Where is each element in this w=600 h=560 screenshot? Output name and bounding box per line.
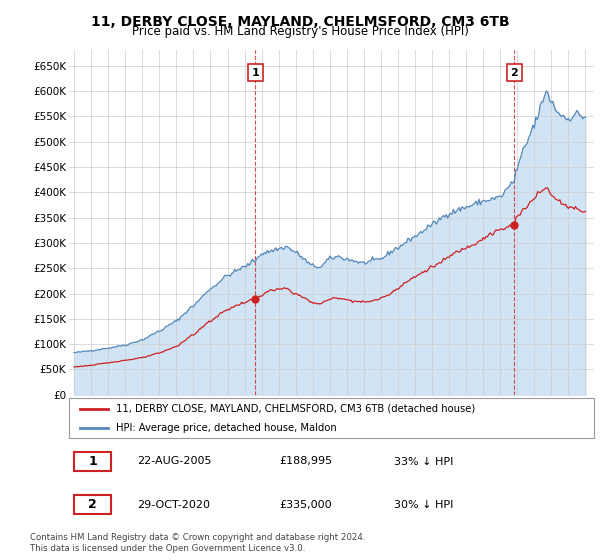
- Text: 11, DERBY CLOSE, MAYLAND, CHELMSFORD, CM3 6TB (detached house): 11, DERBY CLOSE, MAYLAND, CHELMSFORD, CM…: [116, 404, 476, 414]
- FancyBboxPatch shape: [74, 452, 111, 471]
- Text: Price paid vs. HM Land Registry's House Price Index (HPI): Price paid vs. HM Land Registry's House …: [131, 25, 469, 38]
- Text: 30% ↓ HPI: 30% ↓ HPI: [395, 500, 454, 510]
- Text: 22-AUG-2005: 22-AUG-2005: [137, 456, 212, 466]
- Text: 2: 2: [88, 498, 97, 511]
- FancyBboxPatch shape: [69, 398, 594, 438]
- Text: 1: 1: [88, 455, 97, 468]
- Text: 1: 1: [251, 68, 259, 78]
- Text: 2: 2: [511, 68, 518, 78]
- Text: £188,995: £188,995: [279, 456, 332, 466]
- Text: 11, DERBY CLOSE, MAYLAND, CHELMSFORD, CM3 6TB: 11, DERBY CLOSE, MAYLAND, CHELMSFORD, CM…: [91, 15, 509, 29]
- FancyBboxPatch shape: [74, 496, 111, 515]
- Text: Contains HM Land Registry data © Crown copyright and database right 2024.
This d: Contains HM Land Registry data © Crown c…: [30, 533, 365, 553]
- Text: 33% ↓ HPI: 33% ↓ HPI: [395, 456, 454, 466]
- Text: 29-OCT-2020: 29-OCT-2020: [137, 500, 210, 510]
- Text: £335,000: £335,000: [279, 500, 332, 510]
- Text: HPI: Average price, detached house, Maldon: HPI: Average price, detached house, Mald…: [116, 423, 337, 433]
